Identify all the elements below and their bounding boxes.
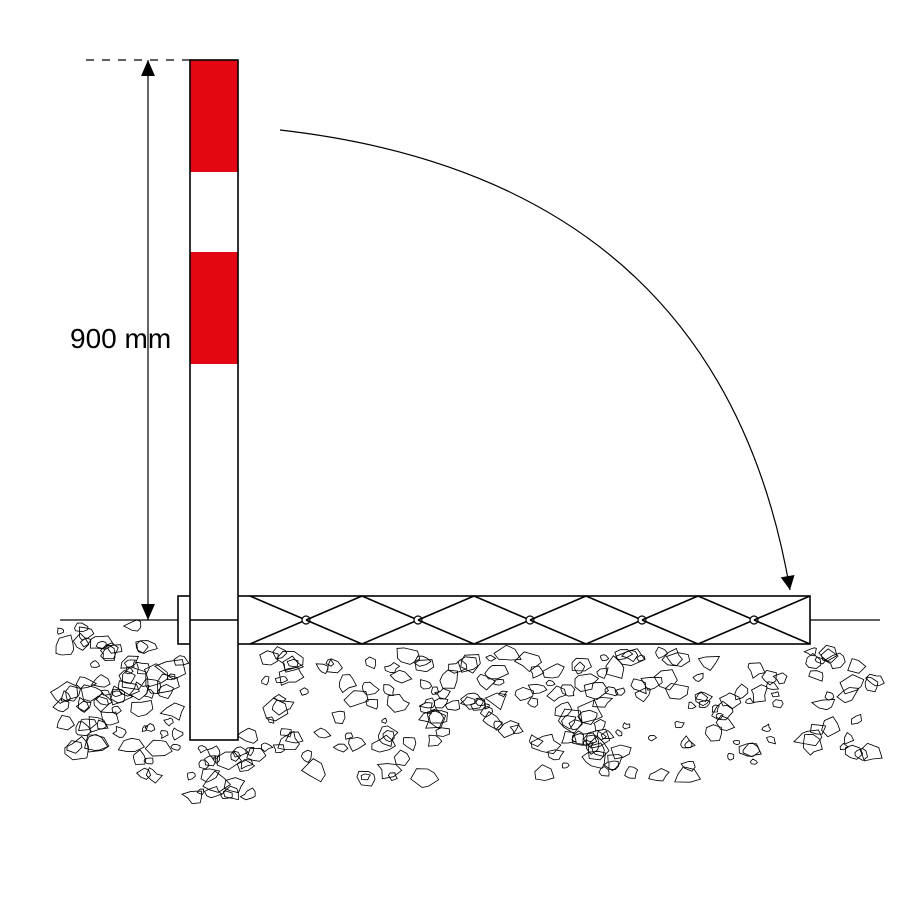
dim-arrow-top (141, 60, 155, 76)
post-folded (178, 596, 810, 644)
post-vertical (190, 60, 238, 740)
bollard-diagram: 900 mm (0, 0, 900, 900)
fold-arc-arrowhead (781, 575, 795, 590)
fold-arc (280, 130, 790, 590)
dim-label: 900 mm (70, 323, 171, 354)
gravel (51, 620, 885, 804)
dim-arrow-bottom (141, 604, 155, 620)
